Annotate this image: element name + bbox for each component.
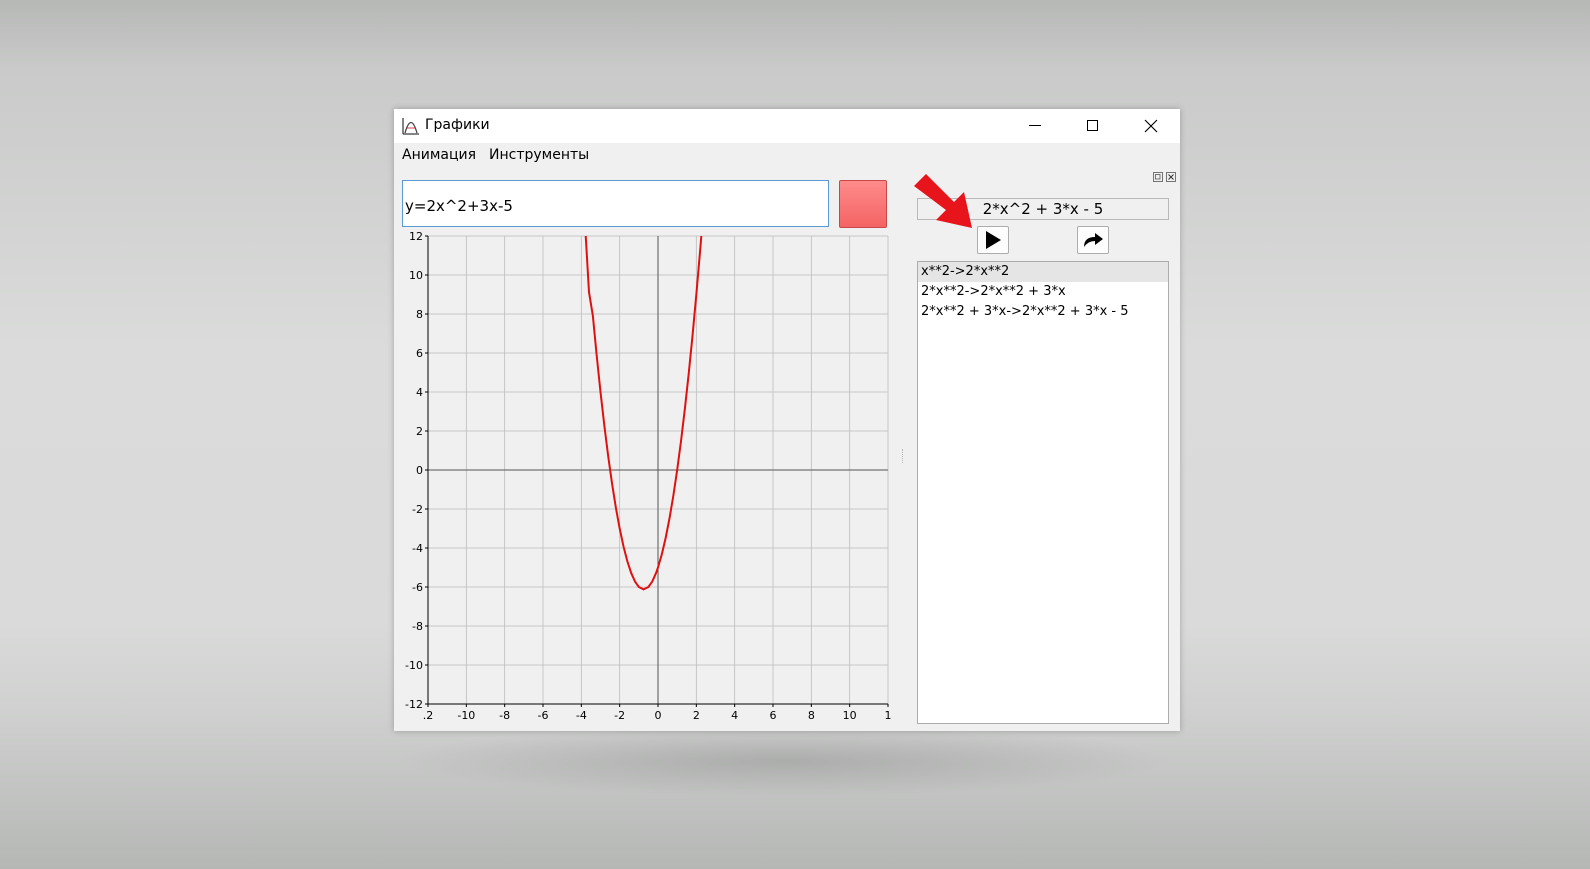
window-title: Графики (425, 117, 490, 133)
series-line (584, 236, 703, 591)
minimize-icon (1029, 125, 1041, 126)
x-tick-label: -2 (614, 709, 625, 722)
expression-input[interactable]: y=2x^2+3x-5 (402, 180, 829, 227)
y-tick-label: 8 (416, 308, 423, 321)
list-item[interactable]: 2*x**2->2*x**2 + 3*x (921, 284, 1066, 299)
x-tick-label: -8 (499, 709, 510, 722)
minimize-button[interactable] (1006, 109, 1064, 143)
play-button[interactable] (977, 226, 1009, 254)
y-tick-label: -4 (412, 542, 423, 555)
x-tick-label: 8 (808, 709, 815, 722)
maximize-button[interactable] (1064, 109, 1122, 143)
dock-close-icon[interactable] (1166, 172, 1176, 182)
play-icon (986, 231, 1001, 249)
app-window: Графики Анимация Инструменты y=2x^2+3x-5… (394, 109, 1180, 731)
dock-float-icon[interactable] (1153, 172, 1163, 182)
x-tick-label: 1 (885, 709, 892, 722)
y-tick-label: 2 (416, 425, 423, 438)
close-button[interactable] (1122, 109, 1180, 143)
window-shadow (390, 726, 1180, 796)
menu-tools[interactable]: Инструменты (489, 147, 590, 163)
simplified-expression: 2*x^2 + 3*x - 5 (917, 198, 1169, 220)
y-tick-label: 10 (409, 269, 423, 282)
y-tick-label: 4 (416, 386, 423, 399)
x-tick-label: 4 (731, 709, 738, 722)
y-tick-label: 0 (416, 464, 423, 477)
parabola-chart-icon (402, 118, 419, 135)
y-tick-label: 12 (409, 231, 423, 243)
maximize-icon (1087, 120, 1098, 131)
x-tick-label: 6 (770, 709, 777, 722)
next-step-button[interactable] (1077, 226, 1109, 254)
menu-animation[interactable]: Анимация (402, 147, 477, 163)
x-tick-label: 0 (655, 709, 662, 722)
x-tick-label: 2 (693, 709, 700, 722)
x-tick-label: .2 (423, 709, 434, 722)
y-tick-label: 6 (416, 347, 423, 360)
title-bar[interactable]: Графики (394, 109, 1180, 143)
function-plot[interactable]: .2 -10 -8 -6 -4 -2 0 2 4 6 8 10 1 12 10 8 6 4 2 0 -2 -4 -6 -8 -1… (394, 231, 894, 723)
y-tick-label: -2 (412, 503, 423, 516)
x-tick-label: -6 (538, 709, 549, 722)
close-icon (1144, 119, 1158, 133)
red-arrow-pointer (914, 174, 972, 228)
y-tick-label: -10 (405, 659, 423, 672)
transformation-steps-list[interactable]: x**2->2*x**2 2*x**2->2*x**2 + 3*x 2*x**2… (917, 261, 1169, 724)
y-tick-label: -6 (412, 581, 423, 594)
list-item[interactable]: x**2->2*x**2 (918, 262, 1168, 282)
menu-bar: Анимация Инструменты (394, 143, 1180, 167)
y-tick-label: -8 (412, 620, 423, 633)
x-tick-label: -4 (576, 709, 587, 722)
splitter-handle[interactable] (902, 449, 906, 463)
x-tick-label: -10 (457, 709, 475, 722)
list-item[interactable]: 2*x**2 + 3*x->2*x**2 + 3*x - 5 (921, 304, 1129, 319)
x-tick-label: 10 (843, 709, 857, 722)
y-tick-label: -12 (405, 698, 423, 711)
color-picker-button[interactable] (839, 180, 887, 228)
redo-arrow-icon (1084, 233, 1103, 247)
